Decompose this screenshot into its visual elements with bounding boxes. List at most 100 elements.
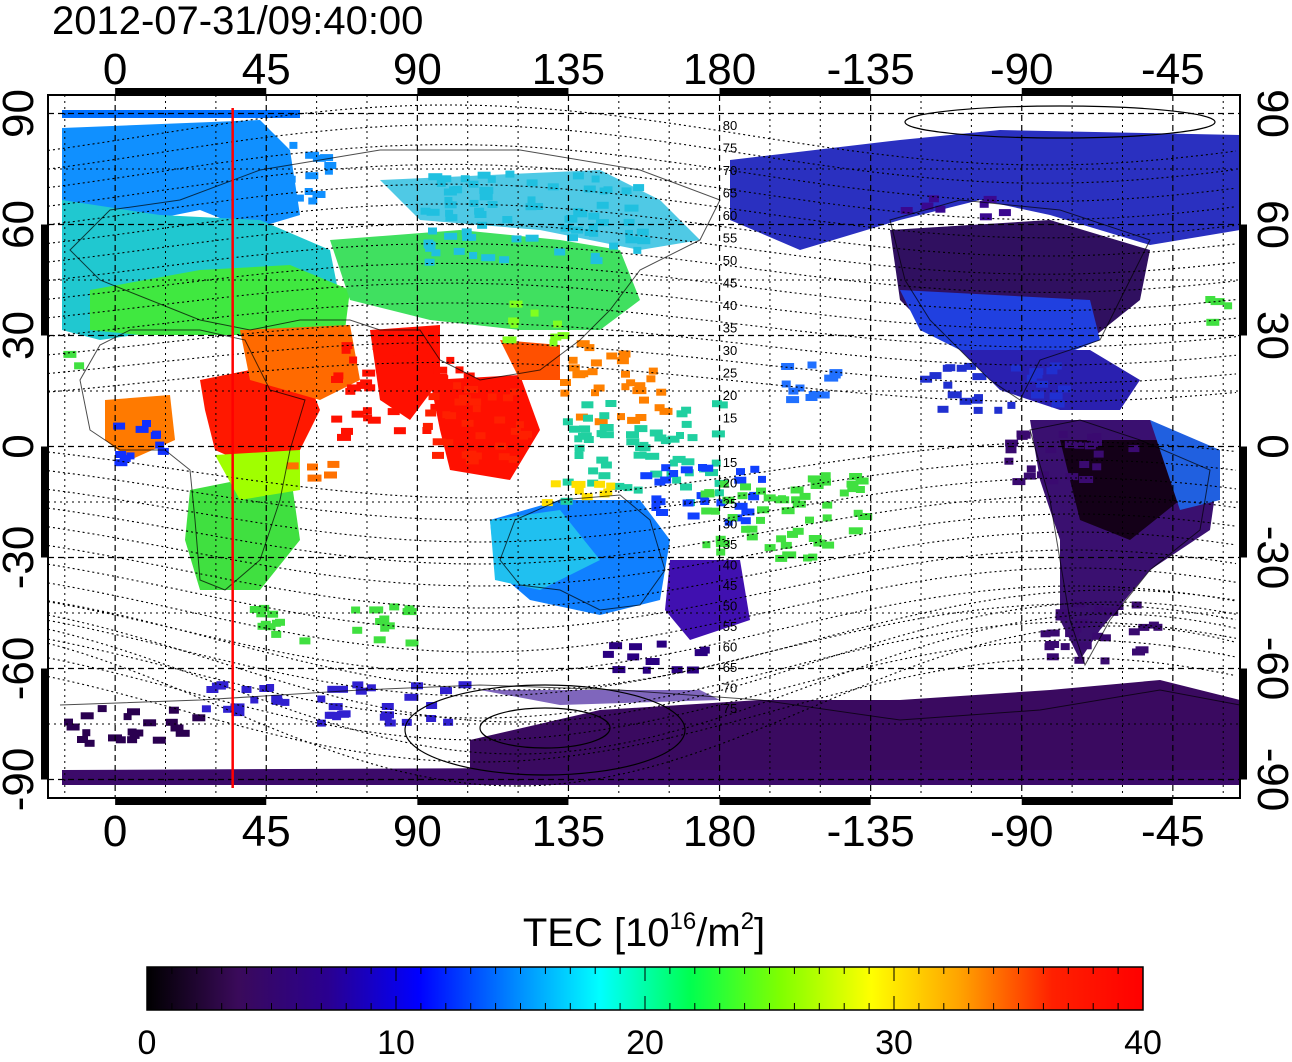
tec-cell [1104,608,1119,616]
tec-cell [367,416,381,424]
tec-cell [799,492,811,500]
tec-cell [393,427,406,435]
tec-cell [680,466,693,474]
tec-cell [1045,477,1059,485]
tec-cell [701,507,713,515]
tec-cell [235,153,250,161]
tec-cell [626,438,640,446]
tec-cell [426,208,440,216]
tec-cell [332,713,342,721]
tec-cell [515,421,524,429]
tec-cell [822,514,832,522]
tec-cell [654,478,666,486]
tec-cell [716,548,726,556]
tec-cell [425,409,437,417]
lat-tick-label: -30 [0,526,43,590]
tec-cell [1131,601,1142,609]
tec-cell [241,686,252,693]
tec-cell [1135,646,1149,654]
tec-cell [111,158,120,166]
tec-cell [436,179,446,187]
contour-label: 20 [723,388,737,403]
tec-cell [464,386,478,393]
tec-cell [469,398,482,406]
tec-cell [635,444,646,452]
frame-tick-left [41,668,48,780]
lon-tick-label: 45 [242,45,291,94]
contour-label: 45 [723,276,737,291]
tec-cell [945,364,956,372]
tec-cell [583,185,596,193]
tec-cell [505,170,515,178]
tec-cell [722,496,735,504]
tec-cell [333,372,344,380]
tec-cell [579,425,591,433]
tec-cell [1092,433,1102,441]
tec-cell [1019,431,1031,439]
tec-cell [453,387,463,395]
contour-line [48,302,1237,348]
tec-cell [855,477,869,485]
tec-cell [764,544,776,552]
tec-cell [248,141,261,149]
tec-cell [426,715,437,722]
tec-cell [519,432,528,440]
tec-cell [676,432,684,439]
tec-cell [921,202,934,210]
frame-tick-left [41,446,48,558]
tec-cell [432,438,446,446]
coast-australia [499,494,666,611]
tec-cell [698,464,707,471]
tec-cell [575,413,588,421]
tec-cell [260,620,271,628]
tec-cell [77,736,88,743]
scatter-cells [63,140,1240,747]
contour-label: 50 [723,253,737,268]
tec-cell [316,719,326,727]
tec-cell [549,339,558,347]
contour-label: 25 [723,496,737,511]
tec-cell [534,203,543,210]
contour-line [48,513,1237,587]
contour-line [48,625,1237,787]
tec-cell [574,370,589,378]
tec-cell [1074,656,1085,664]
tec-cell [719,401,728,409]
tec-cell [445,214,458,222]
contour-label: 20 [723,476,737,491]
tec-cell [387,408,400,416]
tec-cell [734,476,747,484]
tec-cell [593,384,605,392]
lon-tick-label: -45 [1141,807,1205,856]
tec-cell [553,320,562,328]
tec-cell [442,411,451,419]
contour-line [48,163,1237,221]
tec-cell [756,516,765,524]
tec-cell [681,406,692,414]
contour-line [48,477,1237,543]
tec-cell [621,370,630,378]
tec-cell [676,410,688,418]
tec-cell [1044,643,1055,651]
tec-cell [746,533,758,541]
tec-cell [331,415,343,423]
lon-tick-label: 135 [532,45,605,94]
tec-cell [574,444,585,452]
tec-cell [1078,642,1092,650]
right-latitude-labels: 90 60 30 0 -30 -60 -90 [1248,89,1292,811]
tec-cell [547,183,559,191]
lat-tick-label: 0 [0,434,43,458]
lat-tick-label: 0 [1248,434,1292,458]
tec-cell [994,406,1003,414]
tec-cell [635,414,647,421]
tec-cell [402,608,417,616]
tec-cell [398,396,408,404]
tec-cell [979,200,989,208]
lon-tick-label: 180 [683,807,756,856]
tec-cell [79,153,89,161]
tec-cell [158,145,170,153]
tec-cell [702,541,711,549]
lat-tick-label: 90 [0,89,43,138]
tec-cell [379,615,390,623]
